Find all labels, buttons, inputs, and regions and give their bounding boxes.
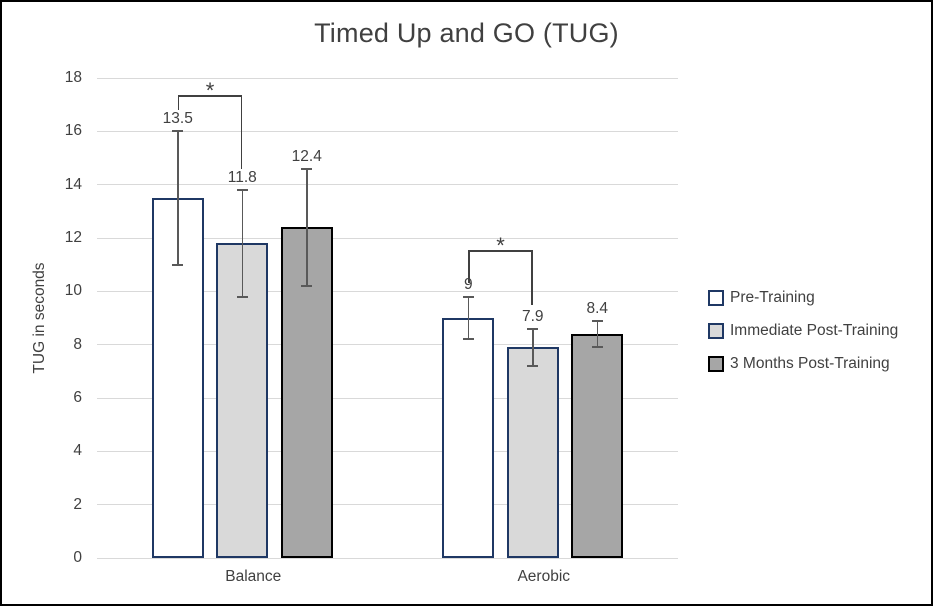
error-bar-cap-top — [172, 130, 184, 133]
significance-bracket-right-arm — [240, 95, 243, 169]
error-bar-cap-bottom — [236, 295, 248, 298]
error-bar-cap-bottom — [527, 365, 539, 367]
gridline — [97, 557, 678, 559]
error-bar-cap-bottom — [301, 285, 313, 287]
bar-immediate-post-training-aerobic — [506, 347, 559, 558]
y-axis-label: TUG in seconds — [31, 262, 48, 374]
bar-pre-training-aerobic — [442, 318, 495, 558]
bar-value-label: 11.8 — [227, 169, 257, 186]
error-bar — [177, 131, 179, 265]
bar-value-label: 7.9 — [521, 307, 544, 325]
legend-item-immediate-post-training: Immediate Post-Training — [708, 321, 898, 341]
bar-3-months-post-training-aerobic — [571, 334, 624, 558]
gridline — [97, 184, 678, 186]
legend-label: 3 Months Post-Training — [730, 355, 890, 372]
error-bar — [467, 296, 469, 340]
error-bar — [532, 328, 534, 366]
gridline — [97, 290, 678, 292]
legend-label: Immediate Post-Training — [730, 322, 899, 339]
y-tick-label: 12 — [64, 229, 82, 246]
y-tick-label: 4 — [73, 442, 82, 460]
legend-item-pre-training: Pre-Training — [708, 288, 815, 308]
error-bar-cap-bottom — [462, 338, 474, 341]
significance-label: * — [205, 78, 215, 104]
x-category-label-aerobic: Aerobic — [517, 568, 571, 585]
error-bar-cap-top — [236, 189, 248, 191]
y-tick-label: 18 — [64, 69, 82, 86]
significance-bracket-top — [177, 95, 243, 97]
y-tick-label: 16 — [64, 122, 82, 140]
gridline — [97, 77, 678, 79]
gridline — [97, 504, 678, 506]
y-tick-label: 6 — [73, 389, 82, 406]
legend-swatch — [708, 323, 724, 339]
legend-label: Pre-Training — [730, 289, 815, 306]
y-tick-label: 10 — [64, 282, 82, 300]
legend-swatch — [708, 356, 724, 372]
significance-bracket-left-arm — [177, 95, 180, 110]
bar-value-label: 13.5 — [162, 110, 193, 128]
bar-value-label: 8.4 — [586, 299, 609, 317]
y-tick-label: 0 — [73, 549, 82, 566]
significance-bracket-right-arm — [531, 250, 533, 305]
legend-swatch — [708, 290, 724, 306]
gridline — [97, 237, 678, 239]
gridline — [97, 397, 678, 399]
bar-value-label: 12.4 — [291, 147, 322, 165]
error-bar-cap-bottom — [172, 263, 184, 266]
error-bar-cap-top — [591, 319, 603, 322]
x-category-label-balance: Balance — [225, 568, 282, 585]
gridline — [97, 344, 678, 346]
error-bar — [596, 320, 598, 348]
y-tick-label: 2 — [73, 495, 82, 513]
error-bar — [241, 190, 243, 297]
error-bar — [306, 168, 308, 286]
error-bar-cap-top — [462, 295, 474, 298]
y-tick-label: 14 — [64, 175, 82, 193]
significance-label: * — [496, 233, 505, 258]
legend-item-3-months-post-training: 3 Months Post-Training — [708, 354, 890, 374]
chart-title: Timed Up and GO (TUG) — [314, 18, 619, 48]
error-bar-cap-top — [527, 327, 539, 330]
significance-bracket-top — [468, 250, 533, 252]
gridline — [97, 450, 678, 452]
y-tick-label: 8 — [73, 335, 82, 353]
significance-bracket-left-arm — [468, 250, 470, 284]
error-bar-cap-bottom — [591, 346, 603, 349]
bar-value-label: 9 — [463, 275, 473, 293]
error-bar-cap-top — [301, 167, 313, 170]
gridline — [97, 130, 678, 132]
